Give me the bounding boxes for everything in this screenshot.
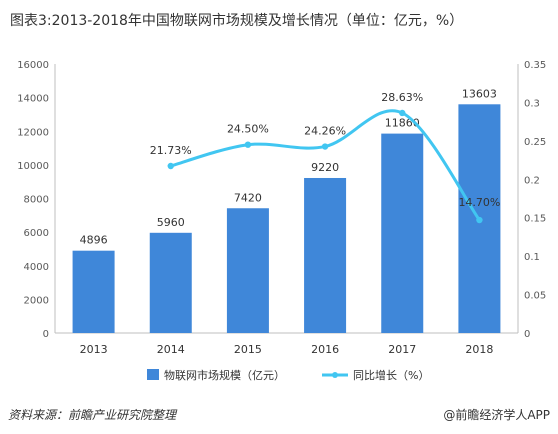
x-tick-label: 2018 <box>465 343 493 356</box>
chart-title: 图表3:2013-2018年中国物联网市场规模及增长情况（单位：亿元，%） <box>10 13 464 29</box>
growth-line <box>170 109 481 221</box>
y-left-tick-label: 16000 <box>17 60 49 71</box>
growth-point <box>167 162 174 170</box>
bar <box>226 208 269 333</box>
growth-point <box>321 143 329 150</box>
legend-label-bars: 物联网市场规模（亿元） <box>164 368 285 382</box>
legend-swatch-point <box>332 372 338 378</box>
y-left-tick-label: 12000 <box>17 127 49 138</box>
brand-credit: @前瞻经济学人APP <box>443 408 550 422</box>
y-right-tick-label: 0 <box>524 329 530 340</box>
source-note: 资料来源：前瞻产业研究院整理 <box>8 408 177 422</box>
x-tick-label: 2014 <box>157 343 185 356</box>
bar-value-label: 9220 <box>311 161 339 174</box>
y-left-tick-label: 2000 <box>24 295 49 306</box>
bar-value-label: 4896 <box>80 234 108 247</box>
growth-label: 28.63% <box>381 91 423 104</box>
y-right-tick-label: 0.2 <box>524 175 540 186</box>
growth-label: 24.50% <box>227 123 269 136</box>
bar-value-label: 13603 <box>462 87 497 100</box>
y-right-tick-label: 0.1 <box>524 252 540 263</box>
x-tick-label: 2013 <box>80 343 108 356</box>
growth-label: 14.70% <box>458 196 500 209</box>
x-tick-label: 2015 <box>234 343 262 356</box>
y-right-tick-label: 0.3 <box>524 98 540 109</box>
y-left-tick-label: 0 <box>43 329 49 340</box>
growth-label: 24.26% <box>304 125 346 138</box>
bar <box>381 133 424 333</box>
bar-value-label: 5960 <box>157 216 185 229</box>
bar <box>72 250 115 333</box>
y-right-tick-label: 0.05 <box>524 291 546 302</box>
y-left-tick-label: 4000 <box>24 262 49 273</box>
y-left-tick-label: 10000 <box>17 161 49 172</box>
legend-swatch-bars <box>147 369 159 380</box>
y-left-tick-label: 6000 <box>24 228 49 239</box>
y-left-tick-label: 14000 <box>17 94 49 105</box>
growth-point <box>244 141 252 148</box>
bar <box>304 177 347 333</box>
growth-label: 21.73% <box>150 144 192 157</box>
bar <box>149 232 192 333</box>
growth-point <box>476 216 483 224</box>
y-right-tick-label: 0.15 <box>524 214 546 225</box>
bar-value-label: 7420 <box>234 191 262 204</box>
growth-point <box>399 109 406 117</box>
x-tick-label: 2016 <box>311 343 339 356</box>
y-right-tick-label: 0.35 <box>524 60 546 71</box>
y-left-tick-label: 8000 <box>24 195 49 206</box>
y-right-tick-label: 0.25 <box>524 137 546 148</box>
legend-label-line: 同比增长（%） <box>353 368 429 382</box>
x-tick-label: 2017 <box>388 343 416 356</box>
